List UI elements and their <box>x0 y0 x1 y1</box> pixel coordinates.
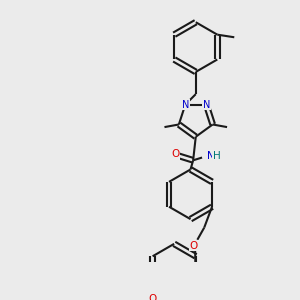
Text: H: H <box>213 151 220 160</box>
Text: O: O <box>190 241 198 251</box>
Text: O: O <box>148 294 157 300</box>
Text: N: N <box>206 151 214 160</box>
Text: O: O <box>171 149 179 159</box>
Text: N: N <box>202 100 210 110</box>
Text: N: N <box>182 100 189 110</box>
